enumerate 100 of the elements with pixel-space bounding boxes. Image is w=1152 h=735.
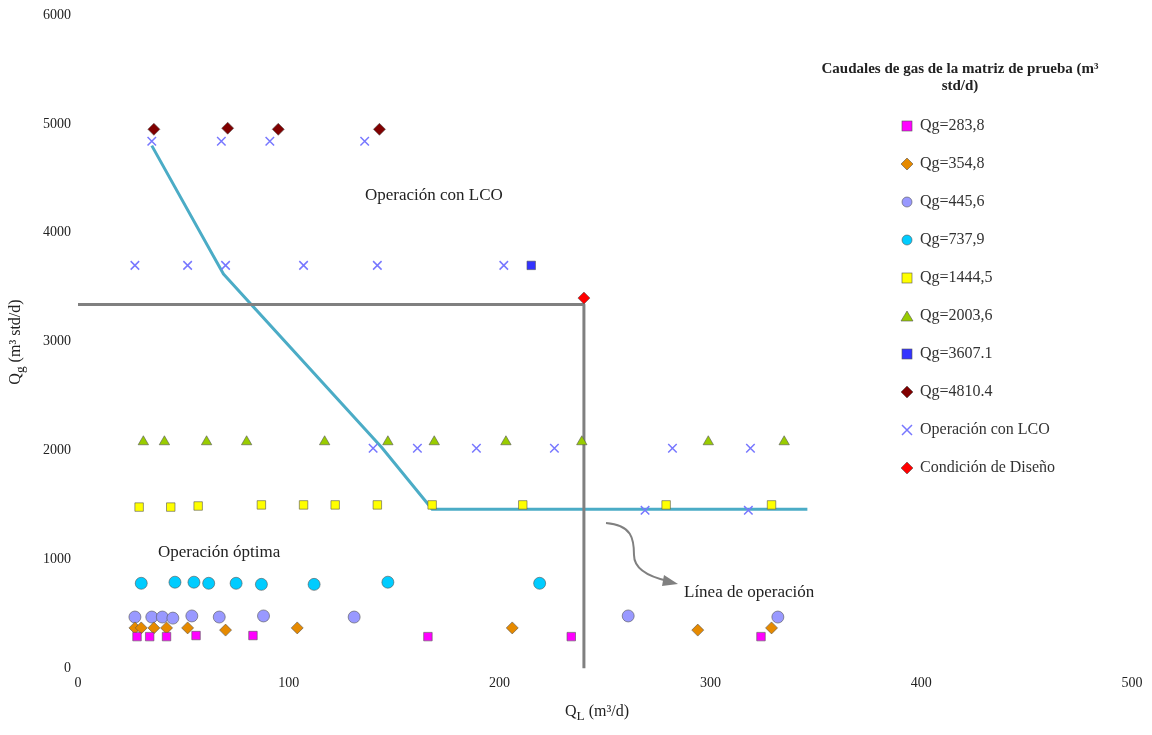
point <box>566 632 576 642</box>
point <box>220 260 231 271</box>
point <box>518 500 528 510</box>
point <box>691 623 705 637</box>
point <box>771 610 785 624</box>
legend-label: Qg=354,8 <box>920 154 985 172</box>
x-tick-label: 100 <box>278 675 300 691</box>
point <box>160 621 173 635</box>
point <box>166 611 180 625</box>
legend-label: Qg=445,6 <box>920 192 985 210</box>
point <box>330 500 340 510</box>
point <box>241 435 253 446</box>
point <box>549 443 560 454</box>
point <box>500 435 512 446</box>
point <box>307 578 321 591</box>
point <box>427 500 437 510</box>
point <box>505 621 519 635</box>
point <box>216 136 227 147</box>
legend-label: Qg=737,9 <box>920 230 985 248</box>
point <box>526 260 536 270</box>
y-tick-label: 1000 <box>43 551 71 567</box>
point <box>193 501 203 511</box>
x-tick-label: 400 <box>910 675 932 691</box>
point <box>264 136 275 147</box>
legend-label: Condición de Diseño <box>920 458 1056 476</box>
point <box>702 435 714 446</box>
point <box>576 435 588 446</box>
point <box>221 121 234 135</box>
point <box>621 609 635 623</box>
point <box>373 123 386 136</box>
legend-label: Qg=1444,5 <box>920 268 993 286</box>
point <box>187 575 201 589</box>
point <box>498 260 509 271</box>
point <box>533 576 546 590</box>
point <box>134 621 148 635</box>
legend-label: Qg=2003,6 <box>920 306 993 324</box>
y-tick-label: 2000 <box>43 442 71 458</box>
point <box>381 575 395 589</box>
point <box>185 609 199 623</box>
point <box>132 632 142 642</box>
y-tick-label: 4000 <box>43 224 71 240</box>
point <box>778 435 790 446</box>
legend-title: Caudales de gas de la matriz de prueba (m³ std/d) <box>820 60 1100 94</box>
point <box>256 500 266 510</box>
y-tick-label: 6000 <box>43 6 71 22</box>
point <box>661 500 671 510</box>
point <box>181 621 194 635</box>
point <box>412 443 423 454</box>
point <box>158 435 170 446</box>
point <box>368 443 379 454</box>
point <box>765 621 778 635</box>
point <box>756 632 766 642</box>
point <box>161 632 172 642</box>
point <box>166 502 176 512</box>
point <box>128 610 142 624</box>
y-tick-label: 0 <box>64 659 71 675</box>
annotation: Operación con LCO <box>365 185 503 205</box>
legend-label: Qg=3607.1 <box>920 344 993 362</box>
point <box>290 621 304 635</box>
legend-label: Operación con LCO <box>920 420 1050 438</box>
point <box>428 435 440 446</box>
point <box>471 443 482 454</box>
point <box>146 136 157 147</box>
point <box>745 443 756 454</box>
point <box>347 610 361 624</box>
point <box>134 576 148 590</box>
point <box>147 123 161 136</box>
point <box>248 631 258 641</box>
point <box>229 576 243 590</box>
legend-label: Qg=4810.4 <box>920 382 993 400</box>
point <box>372 260 383 271</box>
point <box>299 500 309 510</box>
point <box>766 500 777 510</box>
point <box>255 578 268 591</box>
point <box>202 576 215 590</box>
point <box>191 631 201 641</box>
annotation: Operación óptima <box>158 542 281 562</box>
y-tick-label: 3000 <box>43 333 71 349</box>
point <box>667 443 678 454</box>
point <box>212 610 226 624</box>
point <box>372 500 382 510</box>
point <box>156 610 169 624</box>
x-tick-label: 0 <box>74 675 82 691</box>
point <box>271 123 285 136</box>
point <box>168 575 182 589</box>
point <box>743 505 754 516</box>
point <box>257 609 270 623</box>
point <box>182 260 193 271</box>
point <box>640 505 651 516</box>
annotation: Línea de operación <box>684 582 815 602</box>
point <box>147 621 161 635</box>
y-tick-label: 5000 <box>43 115 71 131</box>
point <box>201 435 213 446</box>
x-tick-label: 300 <box>699 675 721 691</box>
point <box>219 623 232 637</box>
point <box>577 291 591 305</box>
x-axis-title: Q$_{L}$ (m³/d) <box>565 702 630 725</box>
x-tick-label: 500 <box>1121 675 1143 691</box>
x-tick-label: 200 <box>489 675 511 691</box>
point <box>129 260 140 271</box>
